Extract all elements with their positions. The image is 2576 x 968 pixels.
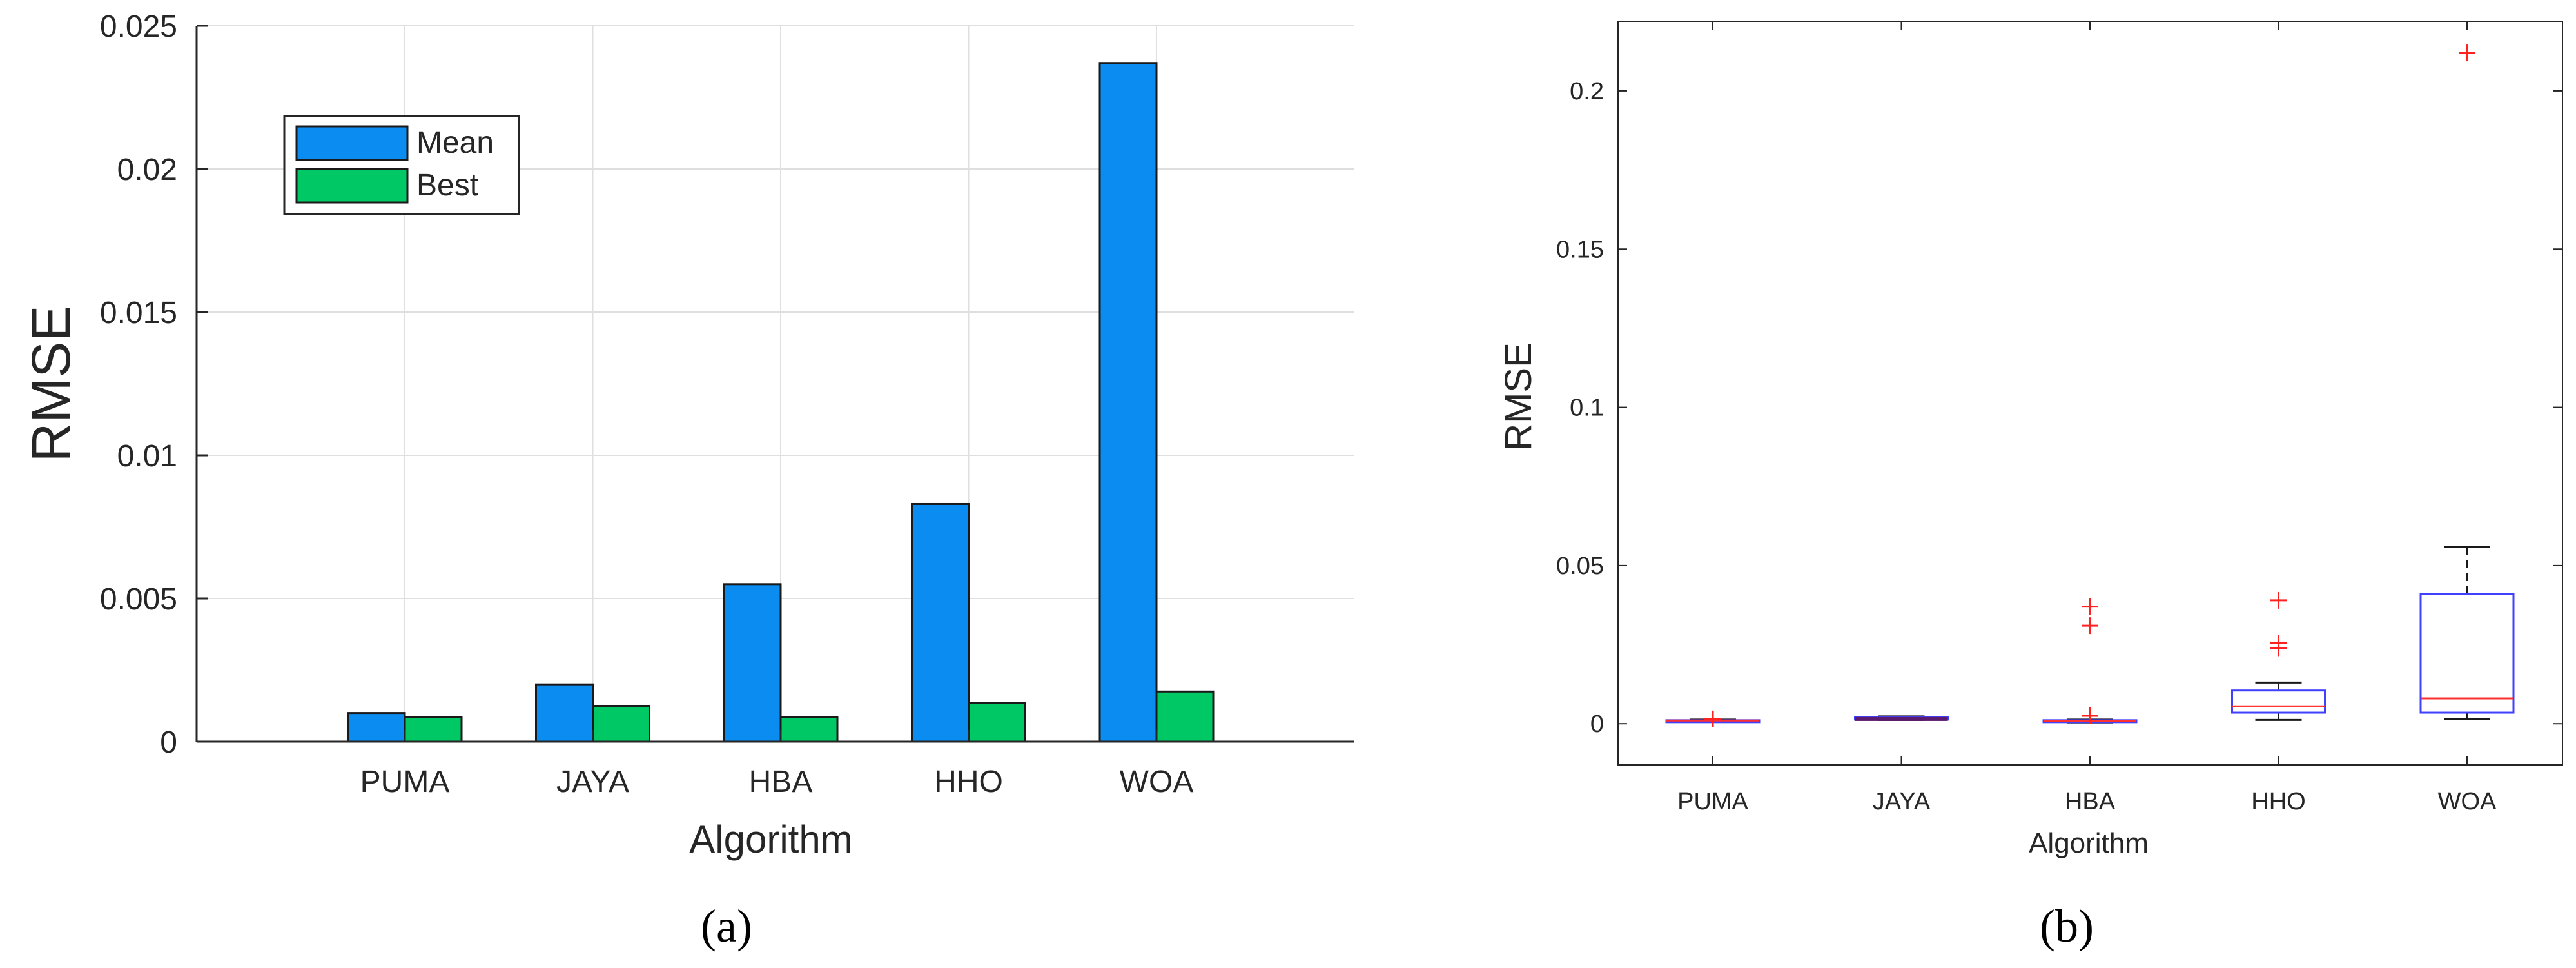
x-tick-label: WOA	[2438, 788, 2497, 815]
bar-mean-hba	[723, 583, 782, 743]
y-tick-label: 0.1	[1570, 395, 1604, 422]
outlier-hho	[2270, 591, 2287, 609]
outlier-hba	[2082, 707, 2098, 724]
x-tick-label: HBA	[749, 765, 813, 799]
outlier-hba	[2082, 598, 2098, 615]
bar-mean-jaya	[535, 683, 594, 743]
legend-swatch-mean	[295, 125, 409, 161]
y-tick-label: 0.05	[1556, 553, 1604, 580]
plot-area-b	[1618, 21, 2562, 765]
outlier-hho	[2270, 635, 2287, 652]
y-tick-label: 0.005	[100, 582, 177, 617]
outlier-hba	[2082, 617, 2098, 635]
outlier-woa	[2459, 44, 2475, 62]
y-tick-label: 0.015	[100, 296, 177, 330]
legend-a: Mean Best	[283, 115, 520, 215]
legend-label-mean: Mean	[416, 126, 494, 160]
caption-b: (b)	[2040, 900, 2094, 952]
x-axis-label-a: Algorithm	[689, 818, 852, 861]
bar-best-puma	[404, 716, 463, 743]
x-axis-label-b: Algorithm	[2029, 827, 2149, 859]
chart-b: 0 0.05 0.1 0.15 0.2 PUMA JAYA HBA HHO WOA Algorith…	[1498, 21, 2563, 859]
chart-a: 0 0.005 0.01 0.015 0.02 0.025 PUMA JAYA HBA HHO WO…	[21, 10, 1354, 861]
x-tick-label: HHO	[934, 765, 1003, 799]
x-tick-label: JAYA	[556, 765, 629, 799]
bar-best-jaya	[592, 705, 650, 743]
box-fill-jaya	[1855, 716, 1948, 721]
bar-mean-puma	[347, 712, 406, 743]
x-tick-label: HBA	[2065, 788, 2116, 815]
y-tick-label: 0.01	[117, 439, 177, 473]
y-axis-label-a: RMSE	[21, 306, 81, 462]
x-tick-label: PUMA	[1677, 788, 1748, 815]
y-tick-label: 0.02	[117, 153, 177, 187]
outlier-puma	[1704, 710, 1721, 727]
x-tick-label: HHO	[2251, 788, 2305, 815]
bar-mean-hho	[911, 502, 970, 743]
legend-swatch-best	[295, 168, 409, 204]
y-tick-label: 0.15	[1556, 236, 1604, 263]
x-tick-label: WOA	[1120, 765, 1194, 799]
y-tick-label: 0	[1590, 711, 1604, 738]
bar-mean-woa	[1098, 62, 1158, 743]
bar-best-hho	[968, 702, 1026, 743]
box-hho	[2231, 689, 2326, 714]
y-axis-label-b: RMSE	[1498, 342, 1539, 451]
y-tick-label: 0	[160, 726, 177, 760]
caption-a: (a)	[701, 900, 752, 952]
bar-best-woa	[1155, 690, 1215, 743]
box-woa	[2419, 593, 2515, 714]
y-tick-label: 0.2	[1570, 78, 1604, 105]
bar-best-hba	[779, 716, 839, 743]
legend-label-best: Best	[416, 168, 478, 202]
x-tick-label: PUMA	[360, 765, 450, 799]
x-tick-label: JAYA	[1873, 788, 1931, 815]
y-tick-label: 0.025	[100, 10, 177, 44]
